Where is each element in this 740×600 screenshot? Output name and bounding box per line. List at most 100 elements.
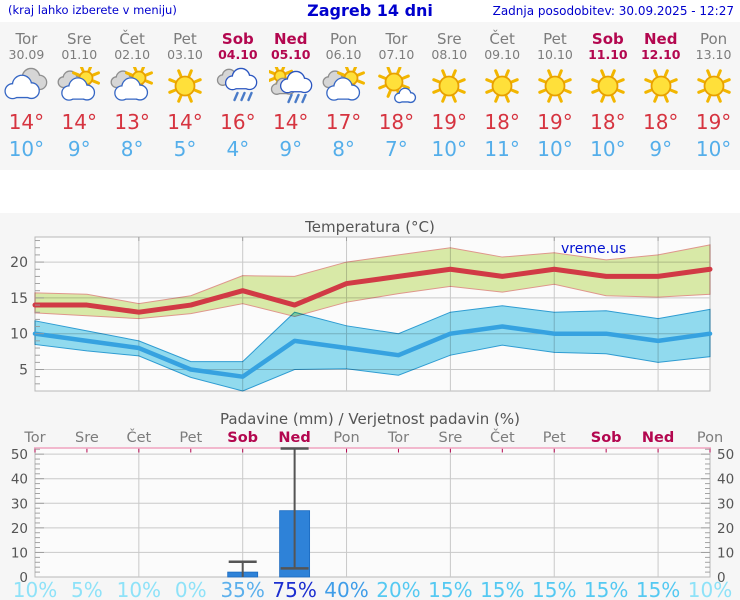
max-temp: 14° [272, 110, 309, 134]
day-label: Čet [126, 428, 151, 446]
min-temp: 9° [649, 137, 673, 161]
cloud-shape [224, 67, 258, 91]
temp-axis-ticks [35, 237, 659, 385]
sun-shape [485, 69, 519, 103]
temp-y-labels: 5 10 15 20 [10, 255, 28, 378]
sunny-icon [538, 69, 572, 103]
day-label: Sre [438, 430, 462, 446]
precip-probability: 75% [272, 578, 316, 600]
min-temp: 10° [431, 137, 467, 161]
day-date: 02.10 [114, 47, 151, 62]
svg-text:10: 10 [11, 545, 28, 561]
day-date: 06.10 [325, 47, 362, 62]
svg-text:0: 0 [717, 570, 726, 586]
temperature-chart-title: Temperatura (°C) [305, 218, 435, 236]
svg-text:30: 30 [11, 496, 28, 512]
max-temp: 18° [484, 110, 520, 134]
svg-text:30: 30 [717, 496, 734, 512]
sunny-icon [696, 69, 731, 103]
day-label: Sob [227, 430, 258, 446]
precip-grid [35, 448, 710, 577]
day-date: 12.10 [640, 47, 681, 62]
location-hint: (kraj lahko izberete v meniju) [8, 3, 177, 17]
day-date: 09.10 [484, 47, 521, 62]
day-column: Ned 12.10 18° 9° [634, 31, 687, 170]
precip-probability: 10% [13, 578, 57, 600]
min-temp: 4° [226, 137, 250, 161]
day-name: Pet [173, 30, 197, 48]
day-label: Tor [23, 430, 45, 446]
min-temp-line [32, 324, 713, 379]
min-temp: 10° [590, 137, 626, 161]
precip-probability: 40% [324, 578, 368, 600]
precip-probability: 10% [688, 578, 732, 600]
watermark-link[interactable]: vreme.us [561, 241, 627, 257]
svg-text:0: 0 [19, 570, 28, 586]
sunny-icon [432, 69, 467, 103]
temperature-chart: 5 10 15 20 [10, 236, 713, 392]
max-temp: 19° [695, 110, 732, 134]
day-date: 30.09 [8, 47, 45, 62]
day-column: Sre 01.10 14° 9° [53, 31, 106, 170]
day-label: Ned [278, 430, 310, 446]
min-temp: 9° [279, 137, 303, 161]
day-date: 03.10 [167, 47, 203, 62]
sunny-icon [591, 69, 625, 103]
sun-shape [168, 69, 202, 103]
day-column: Čet 02.10 13° 8° [106, 31, 159, 170]
sunny-icon [485, 69, 519, 103]
precip-probability: 15% [584, 578, 628, 600]
max-temp: 18° [378, 110, 415, 134]
sunny-icon [643, 69, 678, 103]
precip-day-labels: Tor Sre Čet Pet Sob Ned Pon Tor Sre Čet Pet Sob Ned P… [23, 428, 723, 446]
day-label: Sob [591, 430, 622, 446]
max-temp: 14° [61, 110, 97, 134]
plot-area [34, 447, 711, 578]
day-label: Čet [490, 428, 515, 446]
day-date: 04.10 [218, 47, 258, 62]
min-temp: 8° [332, 137, 355, 161]
day-label: Sre [75, 430, 99, 446]
max-temp: 19° [537, 110, 573, 134]
svg-text:40: 40 [717, 472, 734, 488]
precip-probability: 35% [220, 578, 264, 600]
precip-y-labels: 0 0 10 10 20 20 30 30 40 40 50 50 [11, 447, 734, 586]
day-name: Sre [436, 30, 462, 48]
day-column: Tor 30.09 14° 10° [0, 31, 53, 170]
min-temp: 10° [8, 137, 45, 161]
precipitation-chart: Tor Sre Čet Pet Sob Ned Pon Tor Sre Čet Pet Sob Ned P… [11, 428, 734, 600]
day-column: Pon 06.10 17° 8° [317, 31, 370, 170]
svg-text:10: 10 [717, 545, 734, 561]
day-name: Pon [329, 30, 358, 48]
svg-text:50: 50 [717, 447, 734, 463]
sunny-icon [168, 69, 202, 103]
day-name: Pon [699, 30, 728, 48]
sun-shape [643, 69, 678, 103]
cloud-shape [114, 77, 149, 101]
header: (kraj lahko izberete v meniju) Zagreb 14… [0, 0, 740, 22]
sun-rain-icon [268, 67, 313, 104]
cloud-shape [279, 70, 313, 94]
day-name: Sob [221, 30, 254, 48]
day-date: 08.10 [431, 47, 468, 62]
temperature-chart-section: Temperatura (°C) vreme.us 5 10 15 20 [0, 213, 740, 405]
precip-whisker [228, 560, 257, 577]
min-temp: 10° [695, 137, 732, 161]
precipitation-chart-title: Padavine (mm) / Verjetnost padavin (%) [220, 410, 520, 428]
sun-shape [696, 69, 731, 103]
day-label: Ned [642, 430, 674, 446]
min-temp: 9° [67, 137, 91, 161]
precip-probability: 15% [636, 578, 680, 600]
day-column: Sob 11.10 18° 10° [581, 31, 634, 170]
min-temp: 7° [385, 137, 408, 161]
forecast-strip: Tor 30.09 14° 10° Sre 01.10 14° 9° Čet 02.10 13° 8°… [0, 22, 740, 170]
partly-cloudy-icon [322, 67, 365, 101]
svg-text:20: 20 [717, 521, 734, 537]
max-temp: 18° [642, 110, 679, 134]
precipitation-chart-section: Padavine (mm) / Verjetnost padavin (%) T… [0, 405, 740, 600]
min-temp: 8° [120, 137, 144, 161]
day-label: Pet [543, 430, 566, 446]
last-update-text: Zadnja posodobitev: 30.09.2025 - 12:27 [492, 4, 734, 18]
day-name: Čet [119, 30, 145, 48]
day-column: Pon 13.10 19° 10° [687, 31, 740, 170]
